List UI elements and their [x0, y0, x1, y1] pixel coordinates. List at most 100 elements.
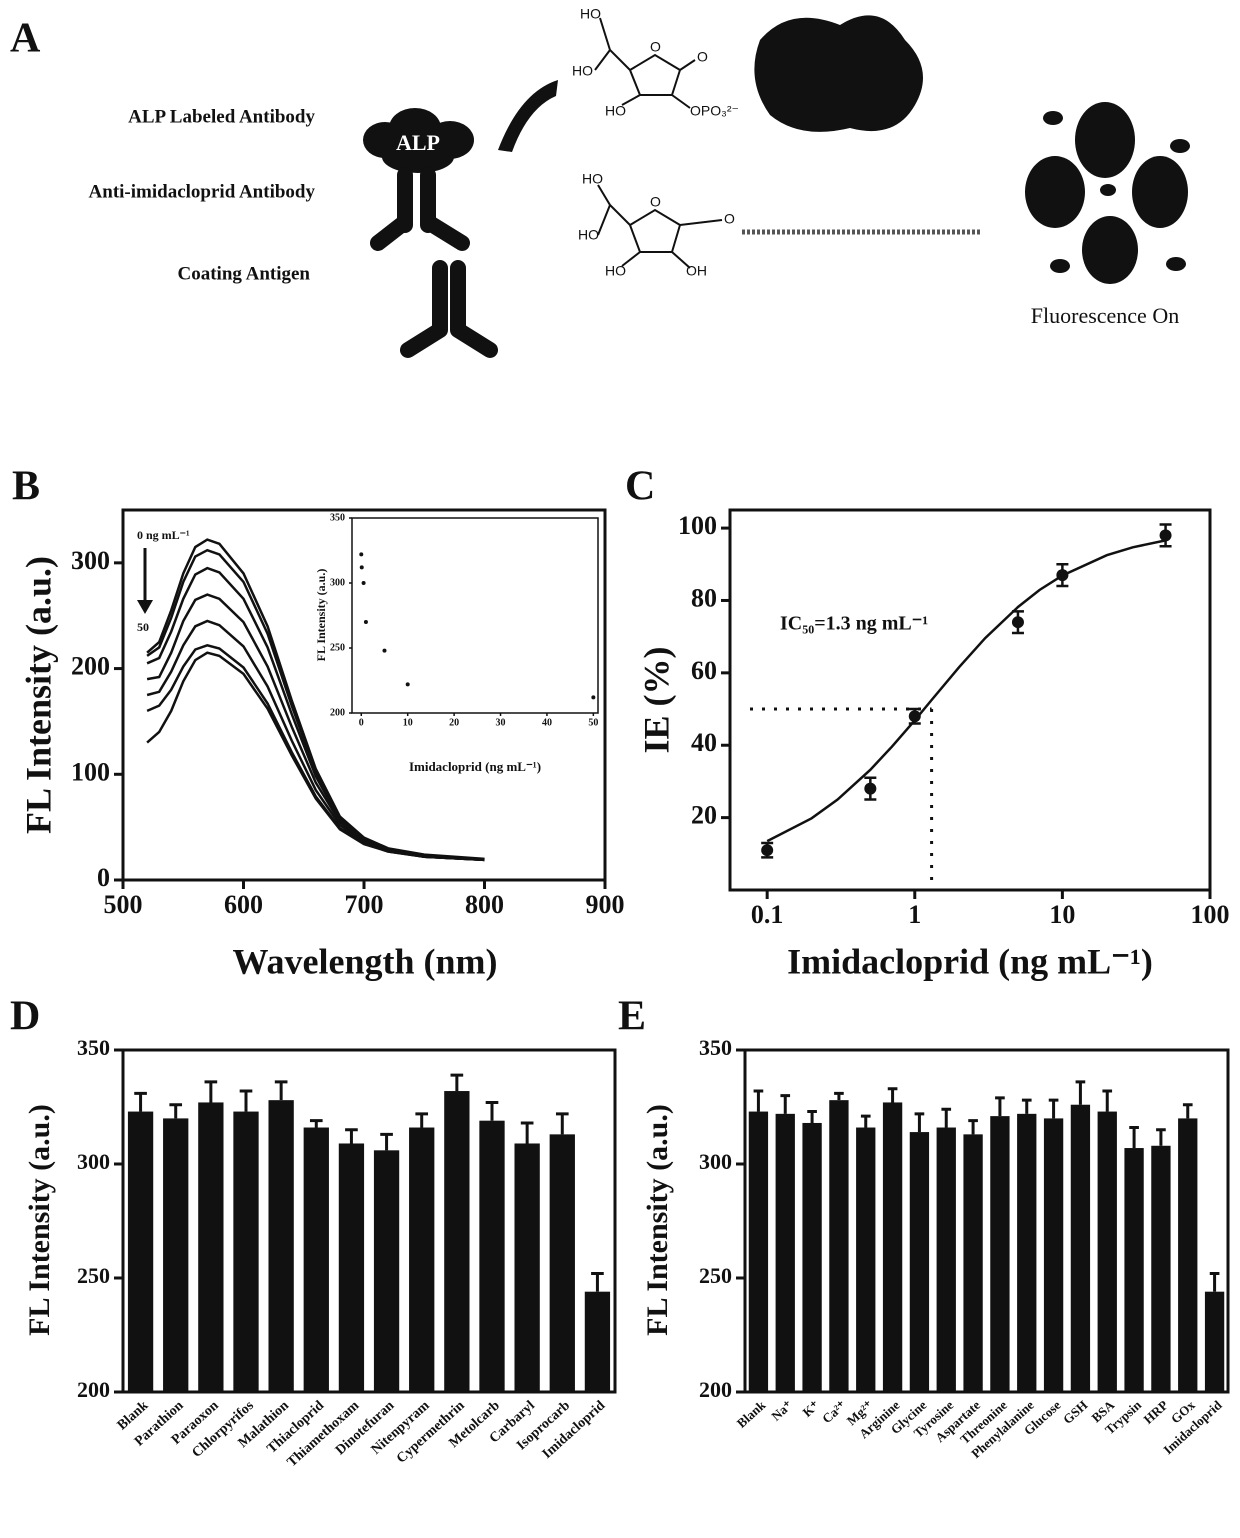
inset-x-label: Imidacloprid (ng mL⁻¹): [409, 759, 541, 774]
inset-point: [364, 620, 368, 624]
atom-label: O: [724, 211, 735, 227]
bar: [479, 1121, 504, 1392]
y-tick-label: 300: [699, 1149, 732, 1174]
x-tick-label: 0: [359, 717, 364, 728]
bar: [1205, 1292, 1224, 1392]
diagram-label: Coating Antigen: [178, 263, 311, 284]
data-point: [1056, 569, 1068, 581]
atom-label: O: [650, 194, 661, 210]
nanomaterial: [754, 15, 923, 132]
y-tick-label: 200: [77, 1377, 110, 1402]
atom-label: OH: [686, 263, 707, 279]
data-point: [864, 783, 876, 795]
bar: [1098, 1112, 1117, 1392]
y-axis-label: IE (%): [636, 647, 676, 754]
x-tick-label: 20: [449, 717, 459, 728]
y-tick-label: 350: [330, 512, 345, 523]
x-tick-label: 100: [1191, 900, 1230, 929]
y-tick-label: 300: [330, 577, 345, 588]
x-tick-label: 10: [1049, 900, 1075, 929]
y-tick-label: 60: [691, 656, 717, 685]
bar: [1178, 1118, 1197, 1392]
panel-label: B: [12, 464, 40, 510]
bar: [409, 1128, 434, 1392]
y-tick-label: 200: [330, 707, 345, 718]
bar: [1124, 1148, 1143, 1392]
y-tick-label: 300: [71, 546, 110, 575]
inset-y-label: FL Intensity (a.u.): [314, 569, 328, 662]
bar: [963, 1134, 982, 1392]
bar: [776, 1114, 795, 1392]
bar: [374, 1150, 399, 1392]
x-tick-label: 500: [104, 890, 143, 919]
atom-label: OPO₃²⁻: [690, 103, 739, 119]
bar: [802, 1123, 821, 1392]
atom-label: HO: [572, 63, 593, 79]
bar: [856, 1128, 875, 1392]
inset-point: [406, 682, 410, 686]
panel-label: E: [618, 994, 646, 1040]
atom-label: HO: [580, 6, 601, 22]
panel-label: A: [10, 16, 41, 62]
bar: [1151, 1146, 1170, 1392]
y-tick-label: 200: [71, 652, 110, 681]
bar: [883, 1102, 902, 1392]
bar: [1017, 1114, 1036, 1392]
inset-point: [359, 552, 363, 556]
y-axis-label: FL Intensity (a.u.): [23, 1104, 56, 1336]
bar: [198, 1102, 223, 1392]
bar: [128, 1112, 153, 1392]
bar: [1044, 1118, 1063, 1392]
y-tick-label: 350: [699, 1035, 732, 1060]
enzyme-label: ALP: [396, 130, 440, 155]
diagram-label: Fluorescence On: [1031, 303, 1179, 328]
bar: [444, 1091, 469, 1392]
bar: [339, 1143, 364, 1392]
x-tick-label: 900: [586, 890, 625, 919]
atom-label: HO: [605, 263, 626, 279]
annotation: 0 ng mL⁻¹: [137, 528, 190, 542]
annotation: 50: [137, 620, 149, 634]
atom-label: HO: [578, 227, 599, 243]
y-tick-label: 300: [77, 1149, 110, 1174]
y-tick-label: 80: [691, 583, 717, 612]
y-tick-label: 20: [691, 801, 717, 830]
x-tick-label: 30: [496, 717, 506, 728]
x-tick-label: 50: [588, 717, 598, 728]
x-axis-label: Wavelength (nm): [233, 941, 498, 981]
y-tick-label: 40: [691, 728, 717, 757]
bar: [268, 1100, 293, 1392]
panel-label: C: [625, 464, 655, 510]
annotation: IC₅₀=1.3 ng mL⁻¹: [780, 613, 928, 635]
y-tick-label: 100: [678, 511, 717, 540]
atom-label: O: [697, 49, 708, 65]
bar: [163, 1118, 188, 1392]
bar: [990, 1116, 1009, 1392]
y-tick-label: 200: [699, 1377, 732, 1402]
x-tick-label: 800: [465, 890, 504, 919]
y-tick-label: 100: [71, 757, 110, 786]
x-tick-label: 0.1: [751, 900, 784, 929]
x-tick-label: 1: [908, 900, 921, 929]
inset-point: [591, 695, 595, 699]
x-tick-label: 700: [345, 890, 384, 919]
atom-label: HO: [582, 171, 603, 187]
data-point: [909, 710, 921, 722]
data-point: [1012, 616, 1024, 628]
diagram-label: ALP Labeled Antibody: [128, 106, 315, 127]
bar: [550, 1134, 575, 1392]
y-tick-label: 250: [699, 1263, 732, 1288]
data-point: [1160, 529, 1172, 541]
y-axis-label: FL Intensity (a.u.): [641, 1104, 674, 1336]
x-axis-label: Imidacloprid (ng mL⁻¹): [787, 941, 1153, 981]
bar: [829, 1100, 848, 1392]
y-axis-label: FL Intensity (a.u.): [18, 556, 58, 834]
inset-point: [360, 565, 364, 569]
diagram-label: Anti-imidacloprid Antibody: [89, 181, 316, 202]
bar: [937, 1128, 956, 1392]
atom-label: O: [650, 39, 661, 55]
bar: [1071, 1105, 1090, 1392]
bar: [514, 1143, 539, 1392]
x-tick-label: 10: [403, 717, 413, 728]
